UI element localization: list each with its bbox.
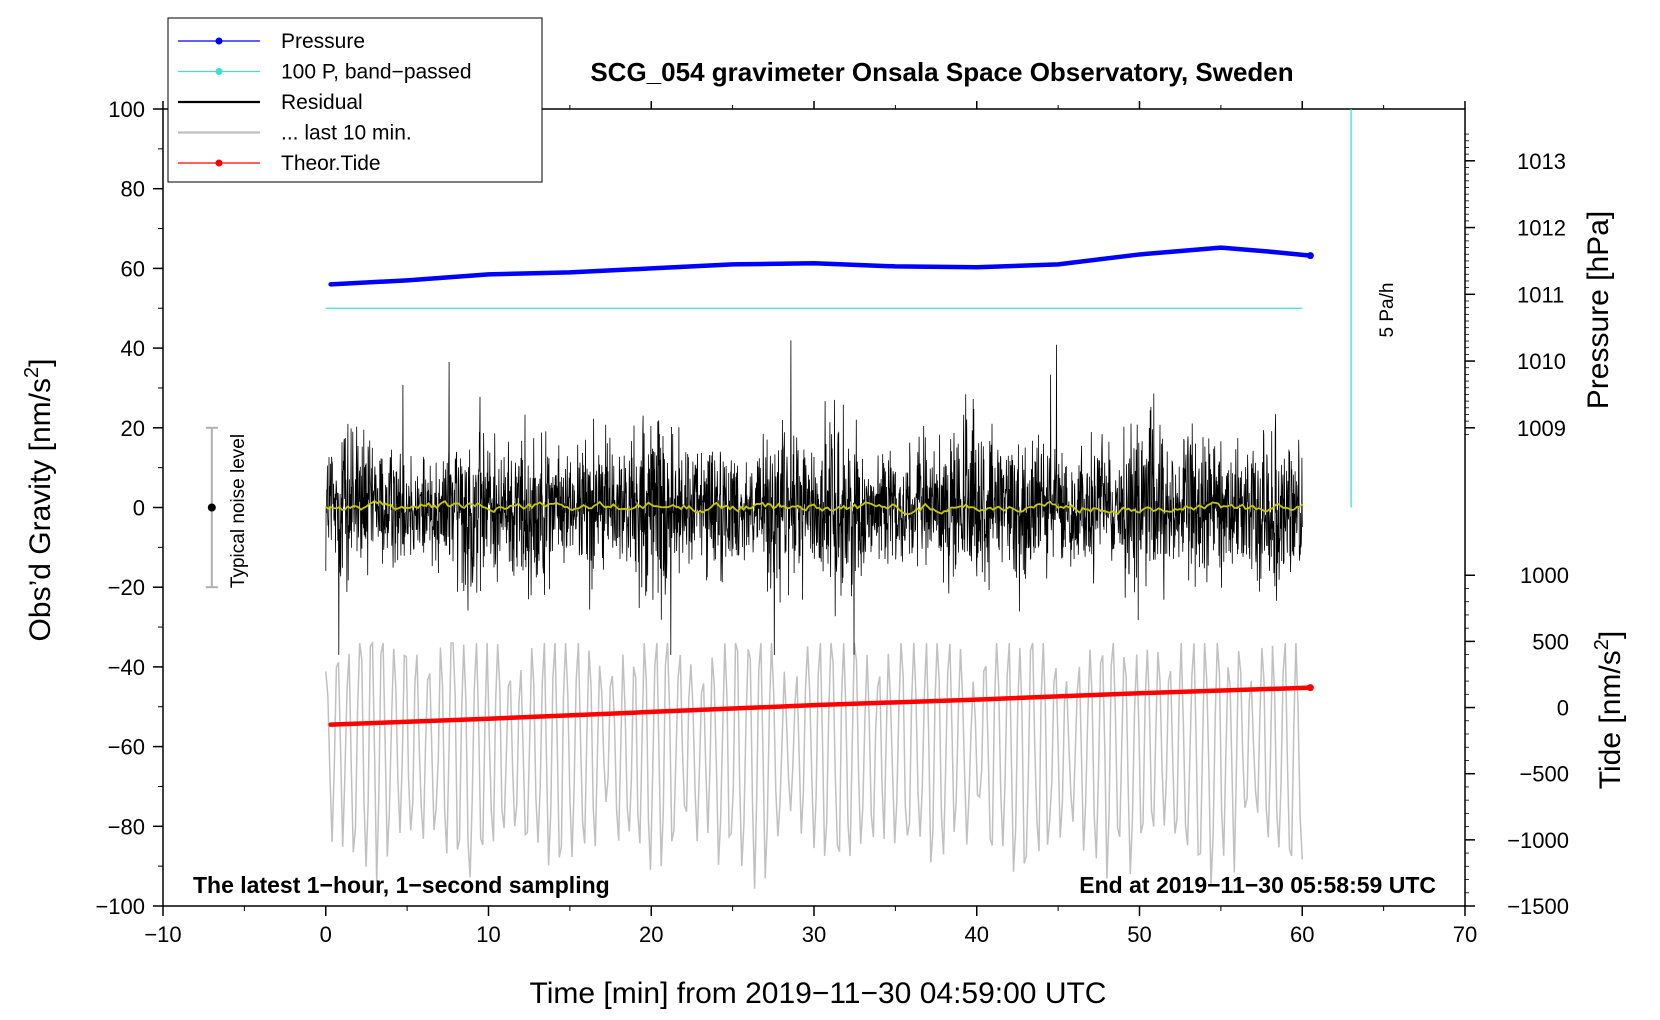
legend-label: ... last 10 min. [281,122,412,145]
tide-tick-label: −500 [1519,762,1569,787]
y-tick-label: −20 [108,575,145,600]
x-tick-label: 40 [965,922,989,947]
x-tick-label: 20 [639,922,663,947]
y-tick-label: −60 [108,735,145,760]
y-axis-title-tide: Tide [nm/s2] [1591,631,1627,789]
residual-smoothed-line [325,499,1303,516]
series-layer [205,109,1352,889]
chart-title: SCG_054 gravimeter Onsala Space Observat… [590,57,1293,87]
y-axis-title-tide-main: Tide [nm/s [1594,650,1627,789]
sampling-note: The latest 1−hour, 1−second sampling [193,872,610,898]
y-tick-label: 20 [121,416,145,441]
legend-label: Residual [281,91,363,114]
last-10-min-line [325,640,1304,889]
pressure-tick-label: 1011 [1517,282,1564,307]
tide-tick-label: 0 [1557,696,1569,721]
legend-swatch-dot [215,159,223,167]
residual-line [325,340,1303,655]
y-axis-title-tide-sup: 2 [1591,639,1613,650]
x-axis-title: Time [min] from 2019−11−30 04:59:00 UTC [530,977,1107,1010]
pressure-line [328,245,1313,287]
end-time-note: End at 2019−11−30 05:58:59 UTC [1079,872,1436,898]
y-tick-label: 100 [108,97,145,122]
y-axis-title-gravity-close: ] [24,359,57,367]
legend-label: Pressure [281,30,365,53]
pressure-tick-label: 1012 [1517,216,1566,241]
legend-label: 100 P, band−passed [281,61,472,84]
x-tick-label: 10 [476,922,500,947]
legend-box [167,17,543,183]
tide-tick-label: 1000 [1520,563,1569,588]
noise-bar-center-dot [207,503,216,512]
y-axis-title-gravity-sup: 2 [21,367,43,378]
y-axis-title-gravity-main: Obs’d Gravity [nm/s [24,378,57,641]
x-tick-label: 0 [320,922,332,947]
tide-line [328,685,1313,727]
tide-end-dot [1306,684,1314,692]
legend-swatch-dot [215,37,223,45]
tide-tick-label: −1000 [1507,828,1569,853]
y-tick-label: 40 [121,336,145,361]
y-tick-label: 60 [121,256,145,281]
pressure-end-dot [1306,252,1314,260]
y-tick-label: 0 [133,496,145,521]
pressure-tick-label: 1009 [1517,416,1566,441]
x-tick-label: 60 [1290,922,1314,947]
y-tick-label: −40 [108,655,145,680]
pressure-tick-label: 1013 [1517,149,1566,174]
pressure-tick-label: 1010 [1517,349,1566,374]
legend: Pressure 100 P, band−passed Residual ... la… [167,17,543,183]
noise-level-label: Typical noise level [228,434,249,588]
x-tick-label: 50 [1127,922,1151,947]
y-tick-label: 80 [121,177,145,202]
ticks-layer: −10 0 10 20 30 40 50 60 70−100−80−60−40−20020406… [95,97,1569,947]
y-axis-title-tide-close: ] [1594,631,1627,639]
x-tick-label: −10 [144,922,181,947]
tide-tick-label: 500 [1532,629,1569,654]
x-tick-label: 30 [802,922,826,947]
legend-swatch-dot [215,68,223,75]
y-axis-title-gravity: Obs’d Gravity [nm/s2] [21,359,57,642]
y-axis-title-pressure: Pressure [hPa] [1582,211,1615,409]
tide-tick-label: −1500 [1507,894,1569,919]
legend-label: Theor.Tide [281,152,381,175]
y-tick-label: −100 [95,894,145,919]
x-tick-label: 70 [1453,922,1477,947]
y-tick-label: −80 [108,814,145,839]
pa-scale-label: 5 Pa/h [1377,283,1398,338]
